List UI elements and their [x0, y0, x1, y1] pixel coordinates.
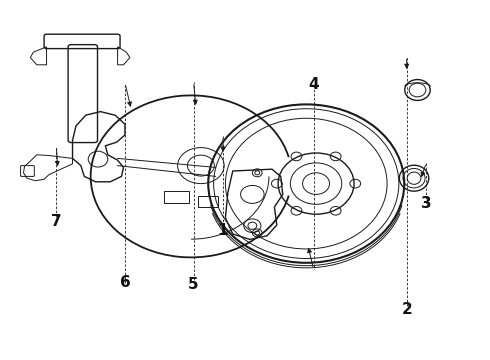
Text: 2: 2	[401, 302, 412, 317]
Text: 7: 7	[51, 214, 62, 229]
Text: 3: 3	[421, 196, 432, 211]
Text: 4: 4	[308, 77, 319, 92]
Text: 6: 6	[120, 275, 130, 290]
Text: 5: 5	[188, 277, 199, 292]
Text: 1: 1	[218, 223, 228, 238]
